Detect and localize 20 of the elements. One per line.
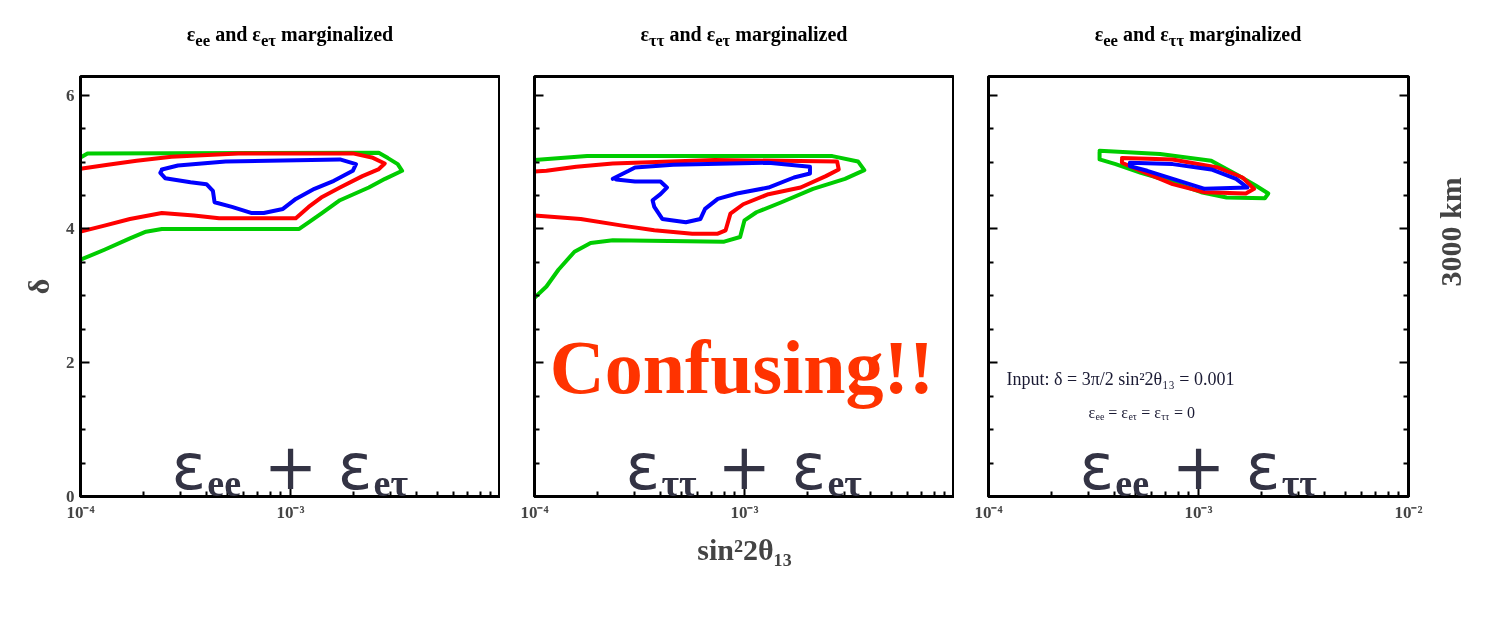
y-tick-label: 2 [66,353,75,373]
x-tick-label: 10⁻³ [1184,502,1213,522]
x-tick-label: 10⁻² [1394,502,1423,522]
annotation: εee + εeτ [171,429,409,505]
x-tick-label: 10⁻³ [276,502,305,522]
annotation: εee + εττ [1079,429,1318,505]
y2-axis-title: 3000 km [1434,177,1467,287]
x-axis-title: sin²2θ₁₃ [697,532,792,566]
x-tick-label: 10⁻⁴ [974,502,1003,522]
annotation: Confusing!! [549,324,935,409]
y-axis-title: δ [22,278,55,295]
y-tick-label: 4 [66,219,75,239]
chart-title: ε$_{ee}$ and ε$_{eτ}$ marginalized [186,22,394,52]
chart-title: ε$_{ττ}$ and ε$_{eτ}$ marginalized [640,22,848,52]
y-tick-label: 6 [66,85,75,105]
x-tick-label: 10⁻⁴ [520,502,549,522]
annotation: Input: δ = 3π/2 sin²2θ₁₃ = 0.001 [1006,368,1235,389]
annotation: εττ + εeτ [625,429,863,505]
x-tick-label: 10⁻³ [730,502,759,522]
chart-title: ε$_{ee}$ and ε$_{ττ}$ marginalized [1094,22,1302,52]
